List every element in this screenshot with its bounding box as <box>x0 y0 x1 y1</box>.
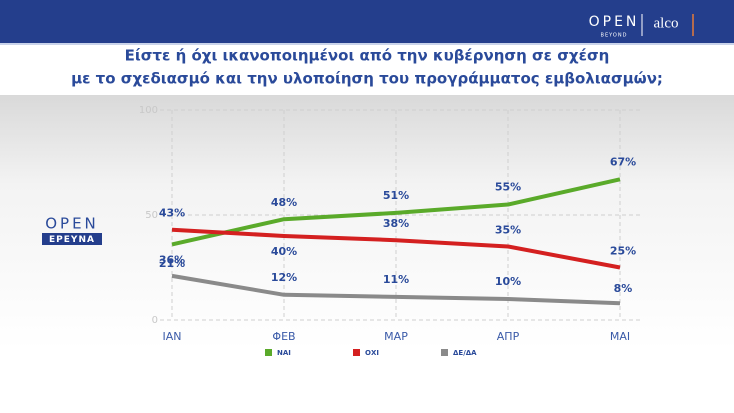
legend-swatch <box>353 349 360 356</box>
legend-swatch <box>265 349 272 356</box>
header-rule <box>0 43 734 45</box>
value-label: 35% <box>495 224 521 237</box>
series-line <box>171 227 621 270</box>
value-label: 12% <box>271 271 297 284</box>
side-logo-sub: ΕΡΕΥΝΑ <box>49 235 95 245</box>
legend-label: ΝΑΙ <box>277 349 291 357</box>
x-tick-label: ΙΑΝ <box>163 330 182 343</box>
side-logo-box <box>42 233 102 245</box>
value-label: 55% <box>495 181 521 194</box>
legend-label: ΔΕ/ΔΑ <box>453 349 477 357</box>
series-line <box>171 177 621 247</box>
legend-swatch <box>441 349 448 356</box>
value-label: 25% <box>610 245 636 258</box>
plot-background <box>0 95 734 350</box>
chart-title: με το σχεδιασμό και την υλοποίηση του πρ… <box>71 70 663 88</box>
y-tick-label: 50 <box>145 210 158 221</box>
header-logo-sub: BEYOND <box>601 33 628 39</box>
x-tick-label: ΜΑΡ <box>384 330 408 343</box>
value-label: 36% <box>159 253 185 266</box>
value-label: 67% <box>610 155 636 168</box>
value-label: 8% <box>614 282 633 295</box>
chart-title: Είστε ή όχι ικανοποιημένοι από την κυβέρ… <box>125 47 610 65</box>
legend-label: ΟΧΙ <box>365 349 379 357</box>
value-label: 10% <box>495 275 521 288</box>
header-bar <box>0 0 734 45</box>
header-partner: alco <box>654 15 679 31</box>
y-tick-label: 0 <box>152 315 158 326</box>
value-label: 40% <box>271 245 297 258</box>
header-logo: OPEN <box>589 14 640 30</box>
series-line <box>171 273 621 306</box>
value-label: 38% <box>383 217 409 230</box>
x-tick-label: ΦΕΒ <box>272 330 295 343</box>
side-logo: OPEN <box>45 215 99 233</box>
value-label: 11% <box>383 273 409 286</box>
x-tick-label: ΑΠΡ <box>497 330 520 343</box>
value-label: 21% <box>159 257 185 270</box>
value-label: 43% <box>159 207 185 220</box>
x-tick-label: ΜΑΙ <box>610 330 630 343</box>
value-label: 51% <box>383 189 409 202</box>
value-label: 48% <box>271 196 297 209</box>
y-tick-label: 100 <box>139 105 158 116</box>
